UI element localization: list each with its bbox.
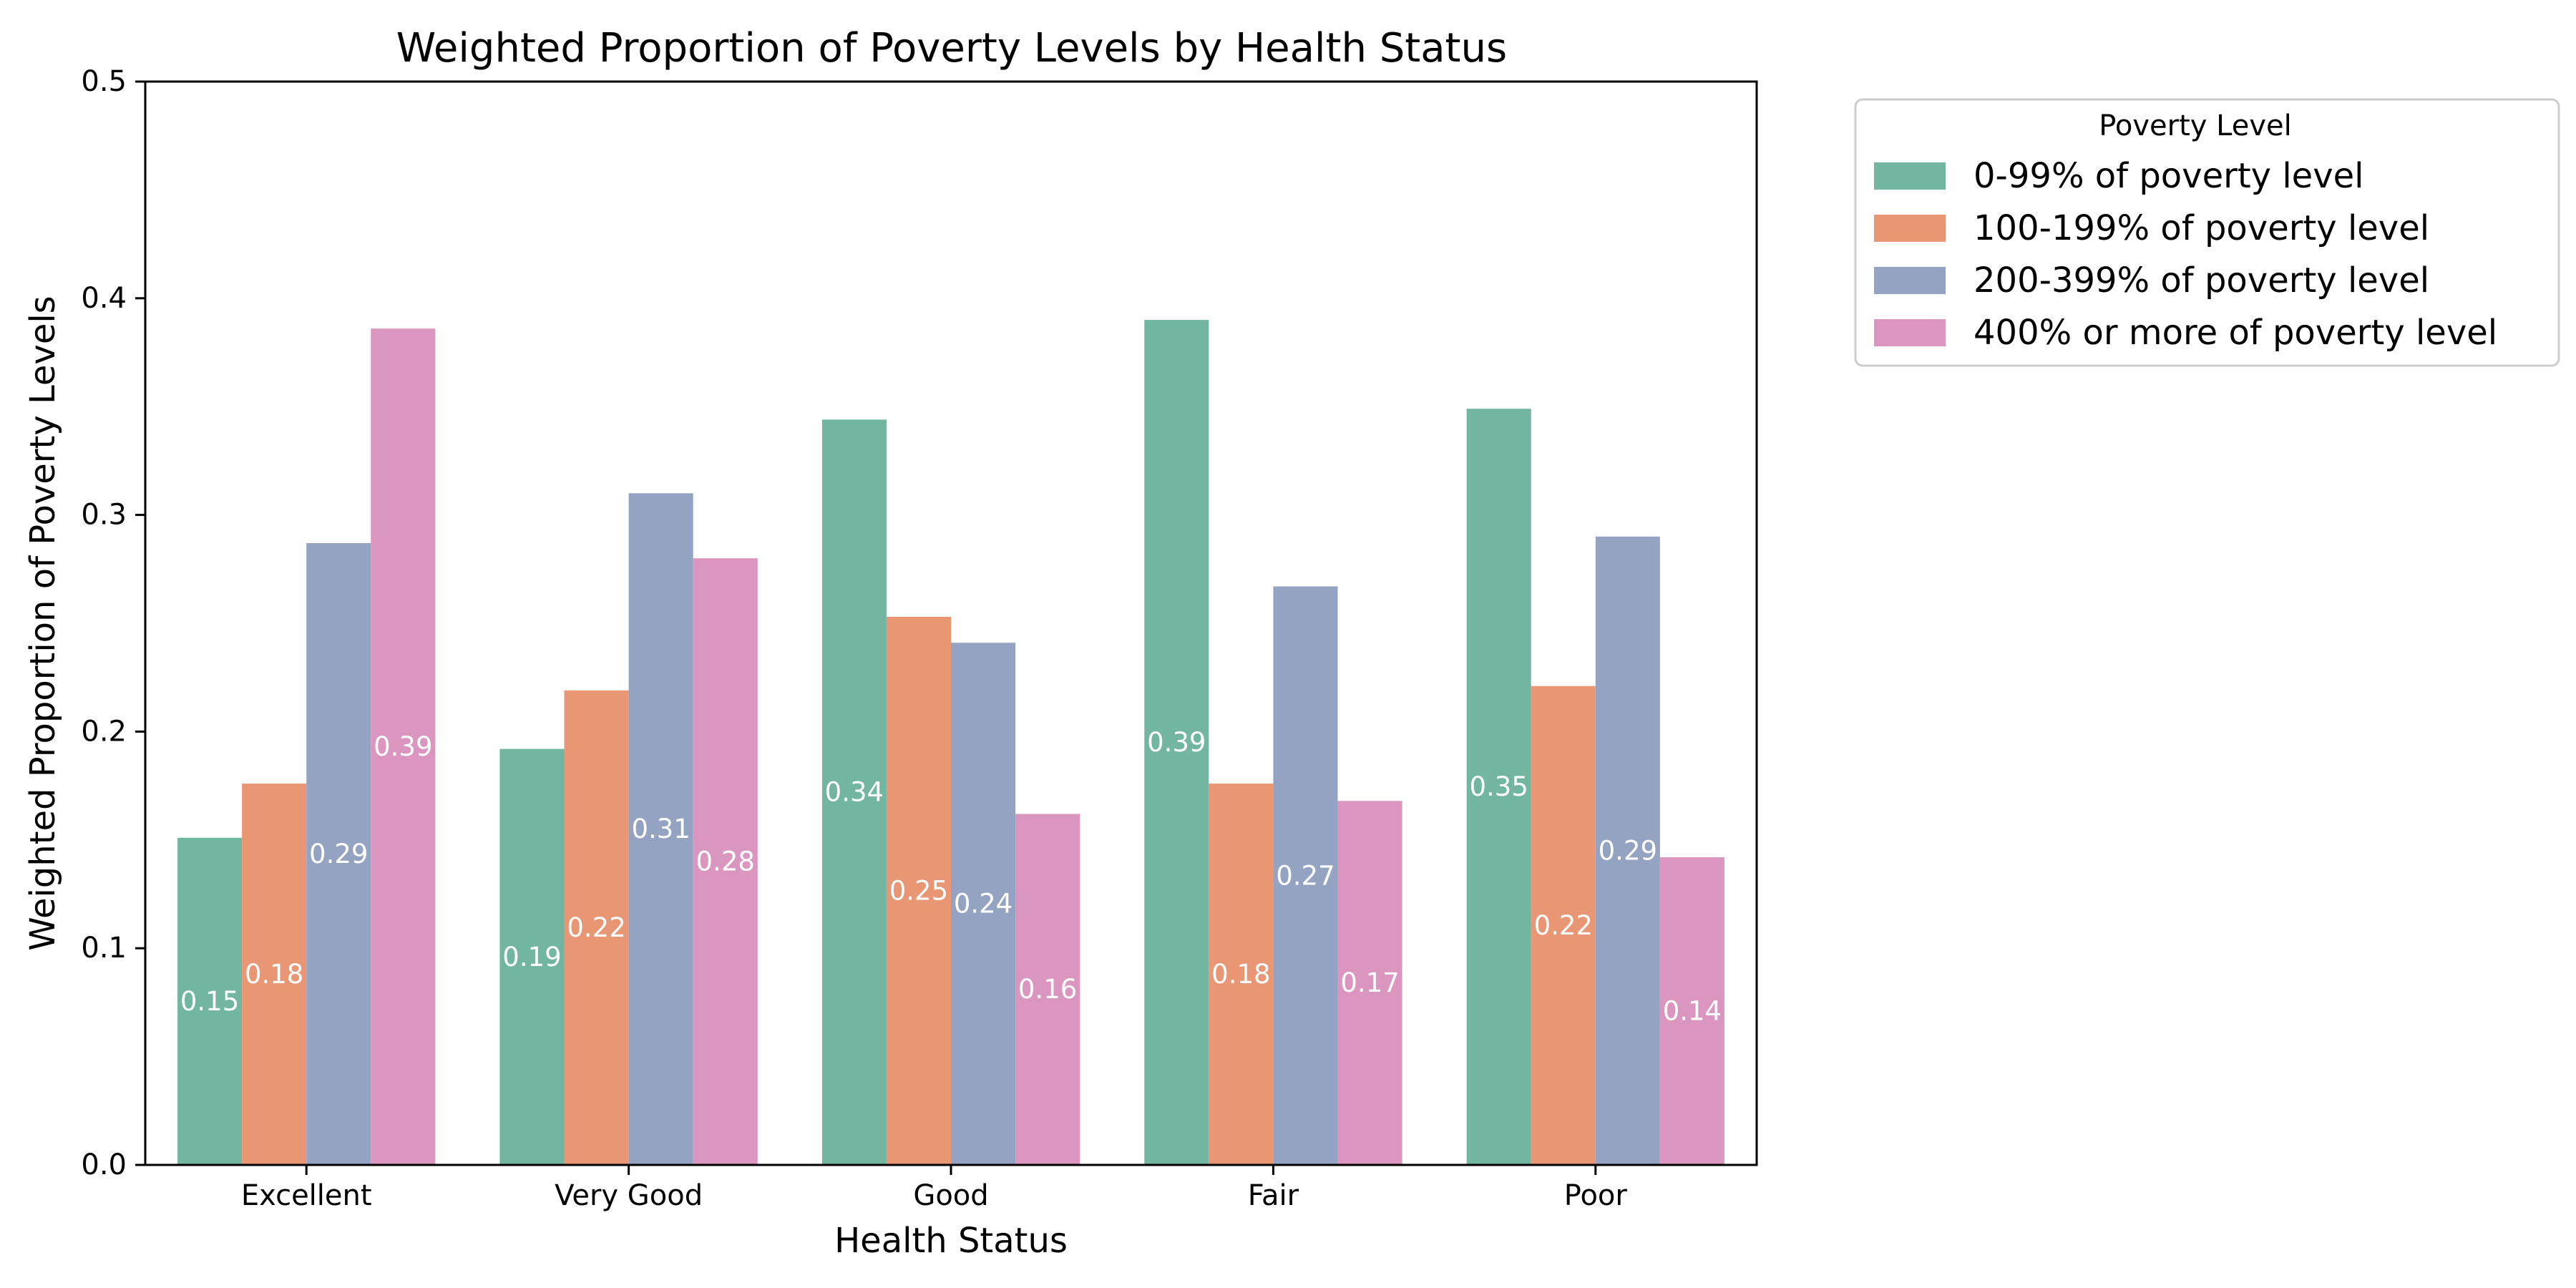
data-label: 0.29 bbox=[1599, 835, 1657, 866]
bar bbox=[499, 748, 565, 1165]
data-label: 0.22 bbox=[1534, 910, 1593, 941]
legend: Poverty Level 0-99% of poverty level 100-… bbox=[1854, 98, 2560, 367]
y-tick-label: 0.0 bbox=[81, 1148, 127, 1181]
bar bbox=[693, 558, 758, 1165]
data-label: 0.18 bbox=[1211, 959, 1270, 990]
data-label: 0.18 bbox=[245, 959, 303, 990]
x-tick-label: Poor bbox=[1564, 1179, 1628, 1212]
bar bbox=[1659, 857, 1724, 1165]
bar bbox=[1209, 784, 1274, 1165]
y-tick-label: 0.5 bbox=[81, 65, 127, 98]
legend-item-label: 100-199% of poverty level bbox=[1974, 208, 2429, 248]
bar bbox=[306, 542, 371, 1165]
bar bbox=[371, 328, 436, 1166]
data-label: 0.19 bbox=[502, 942, 561, 972]
y-tick-label: 0.3 bbox=[81, 499, 127, 532]
bar bbox=[564, 690, 629, 1165]
legend-items: 0-99% of poverty level 100-199% of povert… bbox=[1874, 156, 2497, 353]
legend-frame bbox=[1854, 98, 2560, 367]
y-tick-label: 0.4 bbox=[81, 282, 127, 315]
data-label: 0.39 bbox=[374, 731, 432, 762]
legend-swatch bbox=[1874, 162, 1946, 190]
data-label: 0.14 bbox=[1663, 996, 1722, 1027]
data-label: 0.25 bbox=[889, 875, 948, 906]
legend-title: Poverty Level bbox=[2099, 109, 2292, 142]
data-label: 0.24 bbox=[954, 889, 1013, 919]
bar bbox=[1466, 409, 1531, 1165]
bar bbox=[628, 493, 693, 1165]
y-axis-label: Weighted Proportion of Poverty Levels bbox=[23, 296, 63, 950]
bar bbox=[951, 643, 1016, 1165]
data-label: 0.17 bbox=[1340, 967, 1399, 998]
x-axis-label: Health Status bbox=[834, 1221, 1068, 1261]
data-label: 0.34 bbox=[825, 777, 884, 808]
legend-item-label: 200-399% of poverty level bbox=[1974, 260, 2429, 301]
bar bbox=[886, 616, 951, 1165]
data-label: 0.39 bbox=[1147, 727, 1206, 758]
data-label: 0.29 bbox=[309, 839, 368, 869]
data-label: 0.27 bbox=[1276, 860, 1335, 891]
y-tick-label: 0.1 bbox=[81, 932, 127, 965]
bar bbox=[177, 837, 243, 1165]
x-tick-label: Good bbox=[913, 1179, 988, 1212]
bar bbox=[1531, 686, 1596, 1165]
legend-swatch bbox=[1874, 215, 1946, 242]
x-tick-label: Very Good bbox=[555, 1179, 703, 1212]
data-label: 0.28 bbox=[696, 847, 755, 877]
bar bbox=[821, 419, 887, 1165]
y-axis: 0.0 0.1 0.2 0.3 0.4 0.5 bbox=[81, 65, 145, 1181]
bar bbox=[1015, 814, 1080, 1165]
bar bbox=[242, 784, 307, 1165]
data-label: 0.31 bbox=[631, 814, 690, 844]
chart-title: Weighted Proportion of Poverty Levels by… bbox=[396, 25, 1507, 72]
data-labels-layer: 0.15 0.19 0.34 0.39 0.35 0.18 0.22 0.25 0.18 0.22… bbox=[180, 727, 1722, 1026]
legend-item-label: 400% or more of poverty level bbox=[1974, 313, 2497, 353]
data-label: 0.22 bbox=[567, 912, 625, 943]
legend-swatch bbox=[1874, 319, 1946, 346]
x-tick-label: Fair bbox=[1248, 1179, 1299, 1212]
legend-item-label: 0-99% of poverty level bbox=[1974, 156, 2363, 196]
data-label: 0.15 bbox=[180, 986, 239, 1017]
bar bbox=[1595, 536, 1660, 1165]
bar bbox=[1337, 801, 1402, 1165]
data-label: 0.16 bbox=[1018, 974, 1077, 1005]
bar bbox=[1144, 320, 1209, 1166]
x-tick-label: Excellent bbox=[241, 1179, 372, 1212]
y-tick-label: 0.2 bbox=[81, 715, 127, 748]
data-label: 0.35 bbox=[1469, 771, 1528, 802]
legend-swatch bbox=[1874, 267, 1946, 294]
x-axis: Excellent Very Good Good Fair Poor bbox=[241, 1165, 1628, 1212]
bars-layer bbox=[177, 320, 1724, 1166]
bar bbox=[1273, 586, 1338, 1165]
